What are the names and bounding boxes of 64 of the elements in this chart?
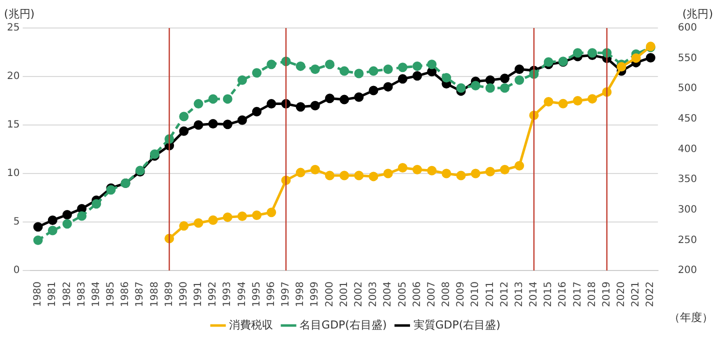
x-tick-label: 1986	[120, 282, 132, 308]
x-tick-label: 1983	[76, 282, 88, 308]
y-tick-label: 15	[6, 120, 20, 131]
x-tick-label: 2015	[543, 282, 554, 308]
x-tick-label: 1993	[222, 282, 234, 308]
x-tick-label: 1994	[236, 282, 248, 308]
y2-tick-label: 300	[678, 204, 698, 216]
x-tick-label: 2019	[601, 282, 612, 308]
x-tick-label: 2021	[630, 282, 642, 308]
x-tick-label: 1999	[310, 282, 321, 308]
x-tick-label: 2005	[397, 282, 408, 308]
y2-tick-label: 200	[678, 265, 698, 276]
y2-tick-label: 400	[678, 144, 698, 155]
legend-label: 名目GDP(右目盛)	[300, 318, 387, 332]
x-tick-label: 2000	[324, 282, 336, 308]
x-tick-label: 2018	[586, 282, 598, 308]
y-tick-label: 10	[6, 168, 20, 180]
y2-tick-label: 350	[678, 174, 698, 186]
x-tick-label: 2008	[441, 282, 452, 308]
x-tick-label: 2003	[368, 282, 380, 308]
x-tick-label: 1998	[295, 282, 306, 308]
x-tick-label: 2016	[558, 282, 569, 308]
x-tick-label: 1984	[90, 282, 102, 308]
y2-axis-title: (兆円)	[682, 7, 713, 20]
x-tick-label: 2014	[528, 282, 540, 308]
x-tick-label: 2011	[484, 282, 496, 308]
x-tick-label: 1980	[32, 282, 44, 308]
y2-tick-label: 550	[678, 52, 698, 64]
x-tick-label: 1997	[280, 282, 292, 308]
x-tick-label: 1995	[251, 282, 262, 308]
x-tick-label: 2001	[338, 282, 350, 308]
legend-label: 消費税収	[229, 318, 274, 332]
x-tick-label: 1981	[47, 282, 58, 308]
x-tick-label: 1988	[149, 282, 160, 308]
x-tick-label: 1982	[62, 282, 73, 308]
y2-tick-label: 500	[678, 83, 698, 94]
x-tick-label: 2006	[412, 282, 423, 308]
y-axis-title: (兆円)	[4, 7, 35, 20]
y-tick-label: 20	[6, 71, 20, 82]
text: （年度）	[669, 311, 713, 324]
x-tick-label: 1991	[193, 282, 204, 308]
x-tick-label: 2017	[572, 282, 584, 308]
x-tick-label: 1996	[266, 282, 277, 308]
x-tick-label: 2009	[456, 282, 467, 308]
y-tick-label: 25	[6, 22, 20, 34]
y-tick-label: 0	[13, 265, 20, 276]
x-tick-label: 2010	[470, 282, 482, 308]
legend-label: 実質GDP(右目盛)	[413, 318, 500, 332]
x-tick-label: 1990	[178, 282, 190, 308]
x-tick-label: 2022	[645, 282, 656, 308]
x-tick-label: 2012	[499, 282, 510, 308]
x-tick-label: 2004	[382, 282, 394, 308]
x-tick-label: 1987	[134, 282, 146, 308]
x-tick-label: 1985	[106, 282, 117, 308]
x-tick-label: 2020	[616, 282, 628, 308]
y2-tick-label: 450	[678, 114, 698, 125]
y-tick-label: 5	[13, 216, 20, 228]
x-tick-label: 2013	[514, 282, 525, 308]
y2-tick-label: 250	[678, 234, 698, 246]
x-tick-label: 1992	[208, 282, 219, 308]
x-tick-label: 2007	[426, 282, 438, 308]
x-tick-label: 2002	[354, 282, 364, 308]
y2-tick-label: 600	[678, 22, 698, 34]
x-tick-label: 1989	[164, 282, 175, 308]
